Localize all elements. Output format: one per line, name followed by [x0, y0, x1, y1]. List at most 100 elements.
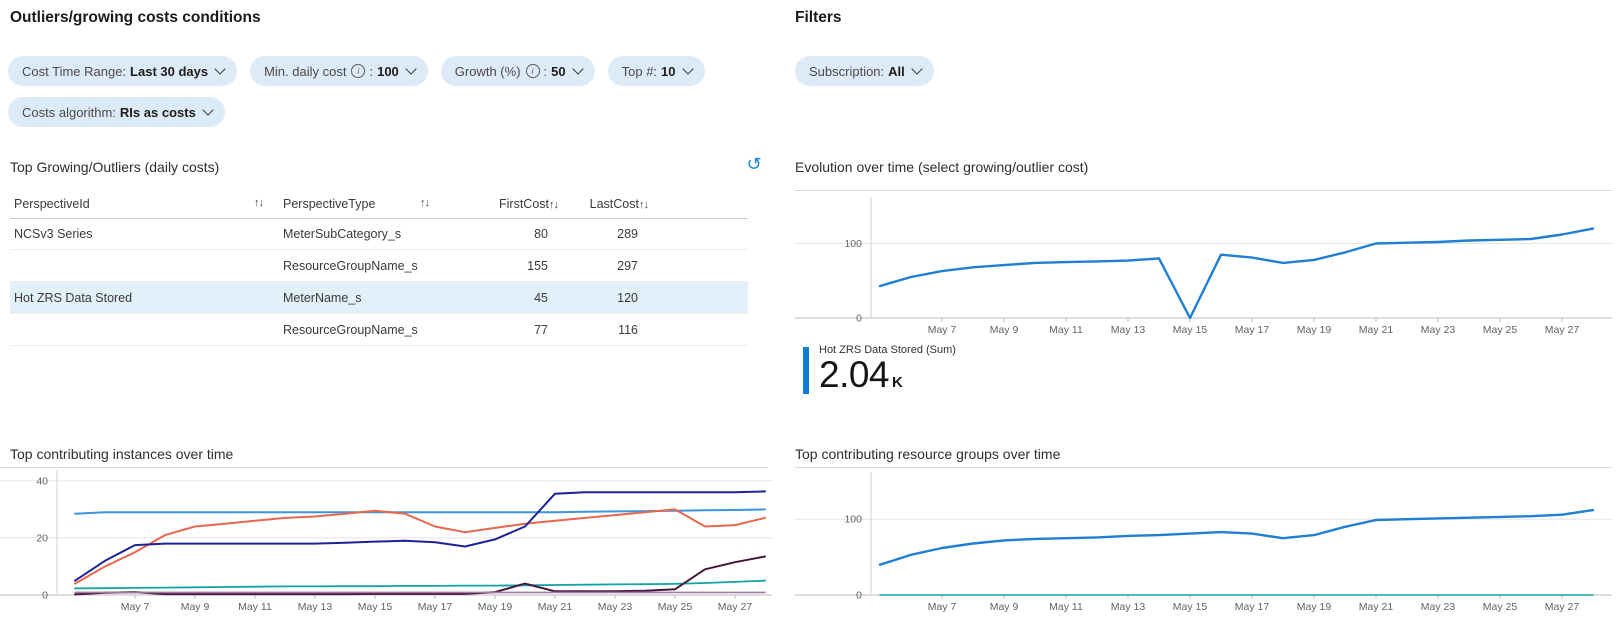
svg-text:May 17: May 17: [1235, 324, 1270, 336]
table-cell: MeterName_s: [283, 290, 362, 305]
table-body: NCSv3 Series MeterSubCategory_s 80 289 Resou…: [10, 218, 748, 346]
table-cell: 116: [618, 322, 638, 337]
svg-text:May 13: May 13: [298, 601, 333, 613]
svg-text:100: 100: [844, 238, 862, 250]
svg-text:May 19: May 19: [478, 601, 513, 613]
sort-arrows-icon[interactable]: ↑↓: [420, 197, 430, 209]
svg-text:May 19: May 19: [1297, 324, 1332, 336]
table-row[interactable]: Hot ZRS Data Stored MeterName_s 45 120: [10, 282, 748, 314]
table-cell: 45: [534, 290, 548, 305]
svg-text:May 23: May 23: [1421, 324, 1456, 336]
svg-text:May 11: May 11: [1049, 324, 1083, 336]
pill-label: Min. daily cost: [264, 63, 347, 79]
conditions-algo-pill-0[interactable]: Costs algorithm: RIs as costs: [8, 97, 225, 127]
svg-text:May 23: May 23: [1421, 601, 1456, 613]
resource-groups-line-chart[interactable]: 0 100 May 7 May 9 May 11 May 13 May 15 May 17 Ma…: [795, 468, 1612, 624]
svg-text:May 27: May 27: [1545, 324, 1580, 336]
undo-icon[interactable]: ↺: [746, 154, 762, 175]
filters-title: Filters: [795, 9, 842, 26]
chevron-down-icon: [214, 63, 226, 75]
pill-value: All: [888, 63, 905, 79]
conditions-pill-1[interactable]: Min. daily cost i:100: [250, 56, 428, 86]
instances-chart-title: Top contributing instances over time: [10, 446, 234, 462]
conditions-pill-3[interactable]: Top #: 10: [607, 56, 705, 86]
stat-suffix: K: [892, 374, 903, 391]
svg-text:40: 40: [36, 475, 48, 487]
column-header-label: PerspectiveId: [14, 197, 90, 211]
table-cell: 289: [617, 226, 638, 241]
conditions-pill-2[interactable]: Growth (%) i:50: [440, 56, 595, 86]
conditions-pill-row-2: Costs algorithm: RIs as costs: [8, 97, 225, 127]
stat-label: Hot ZRS Data Stored (Sum): [819, 344, 956, 356]
svg-text:May 25: May 25: [1483, 324, 1518, 336]
column-header-label: LastCost: [589, 197, 639, 211]
chevron-down-icon: [202, 104, 214, 116]
svg-text:May 25: May 25: [658, 601, 693, 613]
evolution-line-chart[interactable]: 0 100 May 7 May 9 May 11 May 13 May 15 May 17 Ma…: [795, 195, 1612, 341]
table-cell: ResourceGroupName_s: [283, 322, 418, 337]
column-header-label: FirstCost: [499, 197, 549, 211]
svg-text:May 17: May 17: [418, 601, 453, 613]
svg-text:20: 20: [36, 532, 48, 544]
svg-text:May 21: May 21: [1359, 601, 1394, 613]
pill-separator: :: [543, 63, 548, 79]
resource-groups-chart-title: Top contributing resource groups over ti…: [795, 446, 1061, 462]
svg-text:May 23: May 23: [598, 601, 633, 613]
table-cell: MeterSubCategory_s: [283, 226, 402, 241]
pill-value: RIs as costs: [119, 104, 196, 120]
column-header-perspectivetype[interactable]: PerspectiveType ↑↓: [283, 197, 447, 211]
sort-arrows-icon[interactable]: ↑↓: [254, 197, 264, 209]
outliers-table-title: Top Growing/Outliers (daily costs): [10, 159, 220, 175]
info-icon[interactable]: i: [351, 64, 366, 78]
svg-text:0: 0: [856, 313, 862, 325]
instances-line-chart[interactable]: 0 20 40 May 7 May 9 May 11 May 13 May 15 May 17 M…: [0, 468, 772, 624]
svg-text:May 7: May 7: [121, 601, 150, 613]
stat-accent-bar: [803, 347, 809, 394]
svg-text:May 7: May 7: [928, 324, 957, 336]
svg-text:0: 0: [42, 590, 48, 602]
svg-text:May 11: May 11: [1049, 601, 1083, 613]
divider: [0, 467, 768, 468]
svg-text:May 21: May 21: [1359, 324, 1394, 336]
table-cell: 120: [617, 290, 638, 305]
column-header-perspectiveid[interactable]: PerspectiveId ↑↓: [10, 197, 283, 211]
svg-text:May 15: May 15: [1173, 601, 1208, 613]
stat-card: Hot ZRS Data Stored (Sum) 2.04 K: [803, 344, 956, 395]
chevron-down-icon: [911, 63, 923, 75]
column-header-label: PerspectiveType: [283, 197, 376, 211]
svg-text:May 15: May 15: [1173, 324, 1208, 336]
sort-arrows-icon[interactable]: ↑↓: [639, 199, 649, 211]
svg-text:May 15: May 15: [358, 601, 393, 613]
filters-pill-row: Subscription: All: [795, 56, 934, 86]
pill-label: Costs algorithm:: [22, 104, 116, 120]
pill-label: Cost Time Range:: [22, 63, 127, 79]
pill-label: Growth (%): [454, 63, 521, 79]
conditions-pill-row-1: Cost Time Range: Last 30 days Min. daily c…: [8, 56, 705, 86]
svg-text:0: 0: [856, 590, 862, 602]
pill-label: Subscription:: [809, 63, 885, 79]
table-row[interactable]: ResourceGroupName_s 77 116: [10, 314, 748, 346]
sort-arrows-icon[interactable]: ↑↓: [549, 199, 559, 211]
pill-value: Last 30 days: [130, 63, 209, 79]
svg-text:May 11: May 11: [238, 601, 272, 613]
conditions-title: Outliers/growing costs conditions: [10, 9, 261, 26]
conditions-pill-0[interactable]: Cost Time Range: Last 30 days: [8, 56, 238, 86]
table-row[interactable]: ResourceGroupName_s 155 297: [10, 250, 748, 282]
svg-text:May 7: May 7: [928, 601, 957, 613]
svg-text:May 13: May 13: [1111, 324, 1146, 336]
column-header-firstcost[interactable]: FirstCost↑↓: [447, 197, 560, 211]
pill-value: 50: [551, 63, 566, 79]
chevron-down-icon: [571, 63, 584, 75]
svg-text:100: 100: [844, 514, 862, 526]
pill-separator: :: [369, 63, 374, 79]
svg-text:May 27: May 27: [718, 601, 753, 613]
info-icon[interactable]: i: [525, 64, 540, 78]
column-header-lastcost[interactable]: LastCost↑↓: [560, 197, 650, 211]
svg-text:May 9: May 9: [990, 324, 1019, 336]
filters-pill-0[interactable]: Subscription: All: [795, 56, 934, 86]
table-row[interactable]: NCSv3 Series MeterSubCategory_s 80 289: [10, 218, 748, 250]
divider: [795, 190, 1612, 191]
table-cell: 77: [534, 322, 548, 337]
chevron-down-icon: [681, 63, 694, 75]
evolution-chart-title: Evolution over time (select growing/outl…: [795, 159, 1089, 175]
